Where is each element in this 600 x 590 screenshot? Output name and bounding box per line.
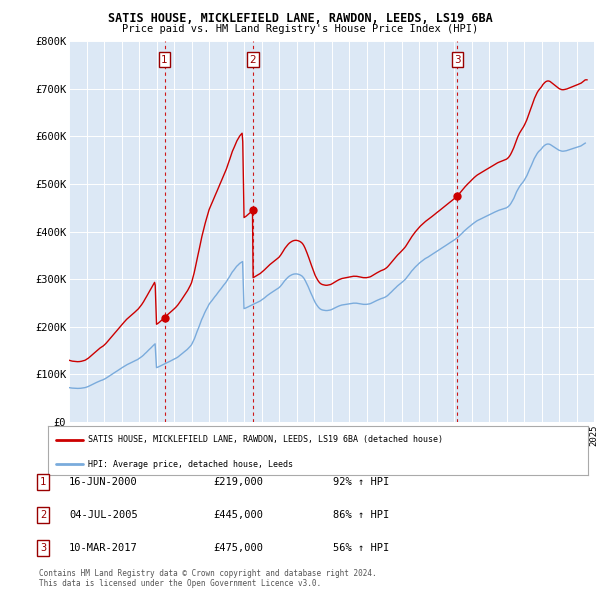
Text: SATIS HOUSE, MICKLEFIELD LANE, RAWDON, LEEDS, LS19 6BA: SATIS HOUSE, MICKLEFIELD LANE, RAWDON, L… [107,12,493,25]
Text: £219,000: £219,000 [213,477,263,487]
Text: 3: 3 [40,543,46,553]
Text: 86% ↑ HPI: 86% ↑ HPI [333,510,389,520]
Text: HPI: Average price, detached house, Leeds: HPI: Average price, detached house, Leed… [89,460,293,468]
Text: 10-MAR-2017: 10-MAR-2017 [69,543,138,553]
Text: £445,000: £445,000 [213,510,263,520]
Text: SATIS HOUSE, MICKLEFIELD LANE, RAWDON, LEEDS, LS19 6BA (detached house): SATIS HOUSE, MICKLEFIELD LANE, RAWDON, L… [89,435,443,444]
Text: 16-JUN-2000: 16-JUN-2000 [69,477,138,487]
Text: 2: 2 [40,510,46,520]
Text: Price paid vs. HM Land Registry's House Price Index (HPI): Price paid vs. HM Land Registry's House … [122,24,478,34]
Text: 2: 2 [250,55,256,65]
Text: 92% ↑ HPI: 92% ↑ HPI [333,477,389,487]
Text: 3: 3 [454,55,461,65]
Text: 56% ↑ HPI: 56% ↑ HPI [333,543,389,553]
Text: £475,000: £475,000 [213,543,263,553]
Text: 04-JUL-2005: 04-JUL-2005 [69,510,138,520]
Text: 1: 1 [161,55,168,65]
Text: Contains HM Land Registry data © Crown copyright and database right 2024.
This d: Contains HM Land Registry data © Crown c… [39,569,377,588]
Text: 1: 1 [40,477,46,487]
